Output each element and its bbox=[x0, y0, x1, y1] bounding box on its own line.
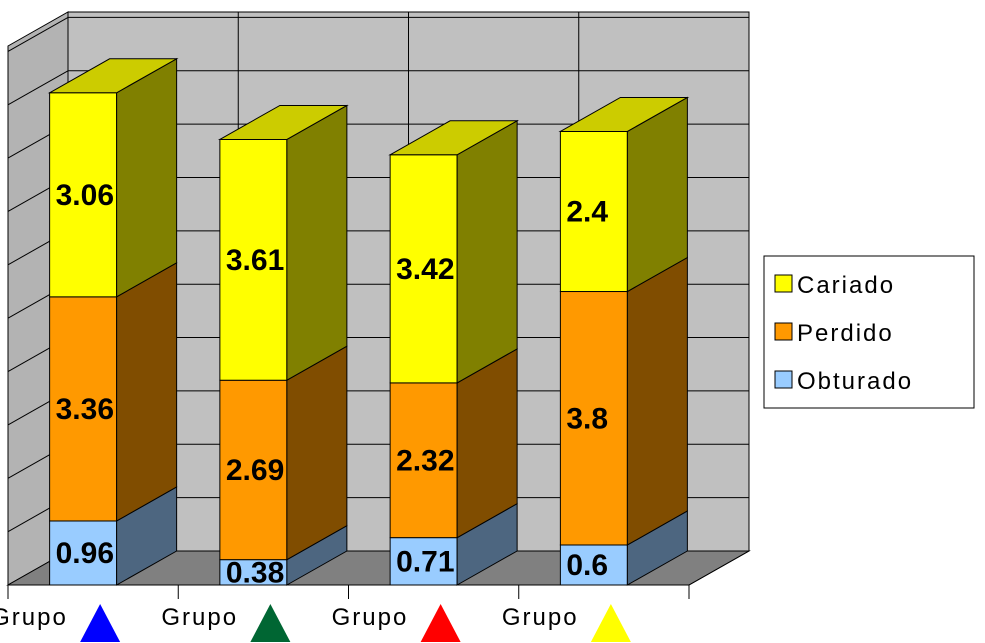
bar-side-cariado bbox=[286, 104, 348, 382]
bar-top-cariado bbox=[47, 58, 179, 94]
triangle-icon bbox=[80, 604, 121, 642]
bar-segment-perdido bbox=[219, 379, 288, 561]
bar-stack bbox=[388, 119, 520, 586]
bar-top-cariado bbox=[217, 104, 349, 140]
legend-entry: Cariado bbox=[797, 272, 895, 299]
tick-label: Grupo bbox=[502, 604, 579, 631]
bar-top-cariado bbox=[388, 120, 520, 156]
bar-stacks bbox=[47, 57, 690, 586]
bar-segment-perdido bbox=[559, 291, 628, 546]
bar-segment-cariado bbox=[389, 154, 458, 384]
bar-segment-cariado bbox=[49, 92, 118, 298]
bar-side-cariado bbox=[116, 57, 178, 298]
side-gridline bbox=[7, 70, 69, 106]
data-labels: 0.96 3.36 3.06 0.38 2.69 3.61 0.71 2.32 3.42 0.6 3… bbox=[56, 179, 609, 590]
legend-swatch bbox=[774, 322, 793, 341]
data-label: 2.32 bbox=[396, 444, 454, 477]
legend-entry: Perdido bbox=[797, 320, 894, 347]
bar-segment-cariado bbox=[559, 130, 628, 293]
data-label: 0.96 bbox=[56, 537, 114, 570]
bar-stack bbox=[558, 96, 690, 586]
bar-segment-cariado bbox=[219, 138, 288, 381]
data-label: 3.8 bbox=[566, 402, 608, 435]
x-axis: Grupo Grupo Grupo Grupo bbox=[0, 550, 750, 642]
bar-stack bbox=[217, 104, 349, 586]
legend-entry: Obturado bbox=[797, 368, 913, 395]
legend: Cariado Perdido Obturado bbox=[763, 255, 975, 409]
legend-swatch bbox=[774, 274, 793, 293]
triangle-icon bbox=[420, 604, 461, 642]
bar-segment-obturado bbox=[219, 559, 288, 586]
x-axis-depth bbox=[688, 550, 750, 586]
bar-top-cariado bbox=[558, 96, 690, 132]
data-label: 0.6 bbox=[566, 549, 608, 582]
data-label: 0.38 bbox=[226, 556, 284, 589]
legend-box bbox=[763, 255, 975, 409]
bar-segment-perdido bbox=[389, 382, 458, 539]
bar-segment-obturado bbox=[559, 544, 628, 586]
tick-label: Grupo bbox=[161, 604, 238, 631]
data-label: 2.69 bbox=[226, 454, 284, 487]
data-label: 3.61 bbox=[226, 244, 284, 277]
data-label: 3.06 bbox=[56, 179, 114, 212]
triangle-icon bbox=[590, 604, 631, 642]
side-gridline bbox=[7, 16, 69, 52]
tick-label: Grupo bbox=[332, 604, 409, 631]
tick-label: Grupo bbox=[0, 604, 68, 631]
bar-side-perdido bbox=[116, 261, 178, 522]
data-label: 2.4 bbox=[566, 195, 608, 228]
data-label: 0.71 bbox=[396, 545, 454, 578]
legend-swatch bbox=[774, 370, 793, 389]
data-label: 3.36 bbox=[56, 393, 114, 426]
bar-side-cariado bbox=[456, 119, 518, 384]
bar-side-perdido bbox=[286, 345, 348, 561]
bar-side-perdido bbox=[626, 256, 688, 546]
bar-stack bbox=[47, 57, 179, 586]
data-label: 3.42 bbox=[396, 253, 454, 286]
triangle-icon bbox=[250, 604, 291, 642]
